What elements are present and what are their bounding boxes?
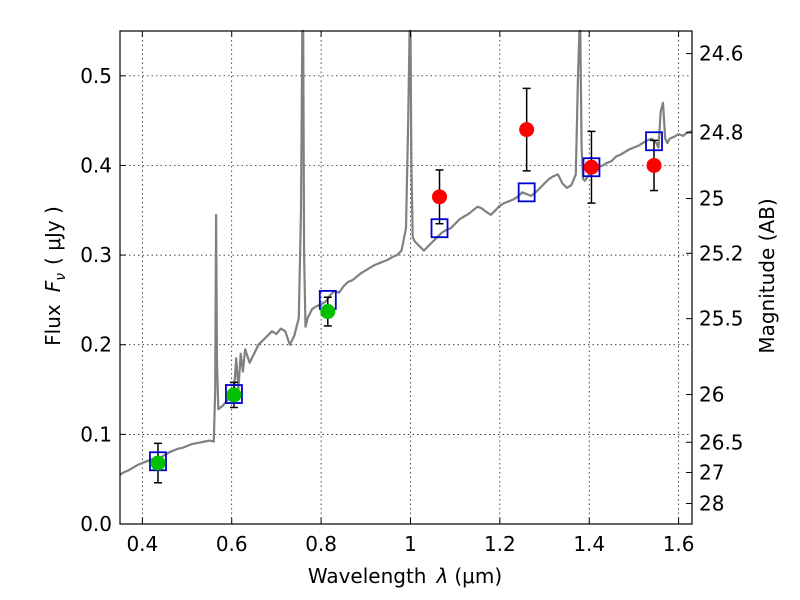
spectrum-layer xyxy=(119,29,693,476)
photometry-point xyxy=(320,304,336,320)
photometry-point xyxy=(226,387,242,403)
mag-tick-label: 28 xyxy=(699,491,724,515)
x-tick-label: 1 xyxy=(404,532,417,556)
y-axis-label: Flux Fν ( μJy ) xyxy=(41,206,69,346)
y-tick-label: 0.5 xyxy=(80,64,112,88)
ticks: 0.4 0.6 0.8 1 1.2 1.4 1.6 0.0 0.1 0.2 0.3 0.4 0.5 24.… xyxy=(80,31,744,556)
right-axis-label: Magnitude (AB) xyxy=(755,198,779,353)
model-square-marker xyxy=(430,218,449,239)
photometry-point xyxy=(646,157,662,173)
x-tick-label: 0.4 xyxy=(126,532,158,556)
x-axis-label-text: Wavelength xyxy=(308,564,427,588)
plot-frame xyxy=(119,30,693,525)
photometry-point xyxy=(519,122,535,138)
x-tick-label: 1.6 xyxy=(663,532,695,556)
spectrum-line xyxy=(119,29,693,476)
model-square-marker xyxy=(225,384,243,404)
y-tick-label: 0.0 xyxy=(80,512,112,536)
mag-tick-label: 26.5 xyxy=(699,430,744,454)
mag-tick-label: 27 xyxy=(699,460,724,484)
y-axis-label-text: Flux xyxy=(41,304,65,346)
y-axis-label-symbol: F xyxy=(41,280,65,292)
mag-tick-label: 25.5 xyxy=(699,307,744,331)
model-square-marker xyxy=(645,131,663,152)
x-axis-label-unit: (μm) xyxy=(454,564,502,588)
y-tick-label: 0.4 xyxy=(80,153,112,177)
model-square-marker xyxy=(582,157,601,178)
photometry-point xyxy=(583,159,599,175)
x-axis-label: Wavelength λ (μm) xyxy=(308,564,502,588)
model-square-marker xyxy=(517,182,536,203)
mag-tick-label: 24.8 xyxy=(699,121,744,145)
x-tick-label: 0.8 xyxy=(305,532,337,556)
x-tick-label: 0.6 xyxy=(216,532,248,556)
photometry-point xyxy=(432,189,448,205)
x-tick-label: 1.4 xyxy=(573,532,605,556)
mag-tick-label: 26 xyxy=(699,382,724,406)
y-tick-label: 0.1 xyxy=(80,422,112,446)
y-axis-label-unit: ( μJy ) xyxy=(41,206,65,265)
mag-tick-label: 25 xyxy=(699,187,724,211)
y-axis-label-subscript: ν xyxy=(53,273,69,281)
x-tick-label: 1.2 xyxy=(484,532,516,556)
y-tick-label: 0.3 xyxy=(80,243,112,267)
markers xyxy=(149,122,663,472)
y-tick-label: 0.2 xyxy=(80,333,112,357)
photometry-point xyxy=(150,455,166,471)
mag-tick-label: 25.2 xyxy=(699,241,744,265)
grid xyxy=(120,31,692,525)
mag-tick-label: 24.6 xyxy=(699,42,744,66)
x-axis-label-symbol: λ xyxy=(436,564,449,588)
